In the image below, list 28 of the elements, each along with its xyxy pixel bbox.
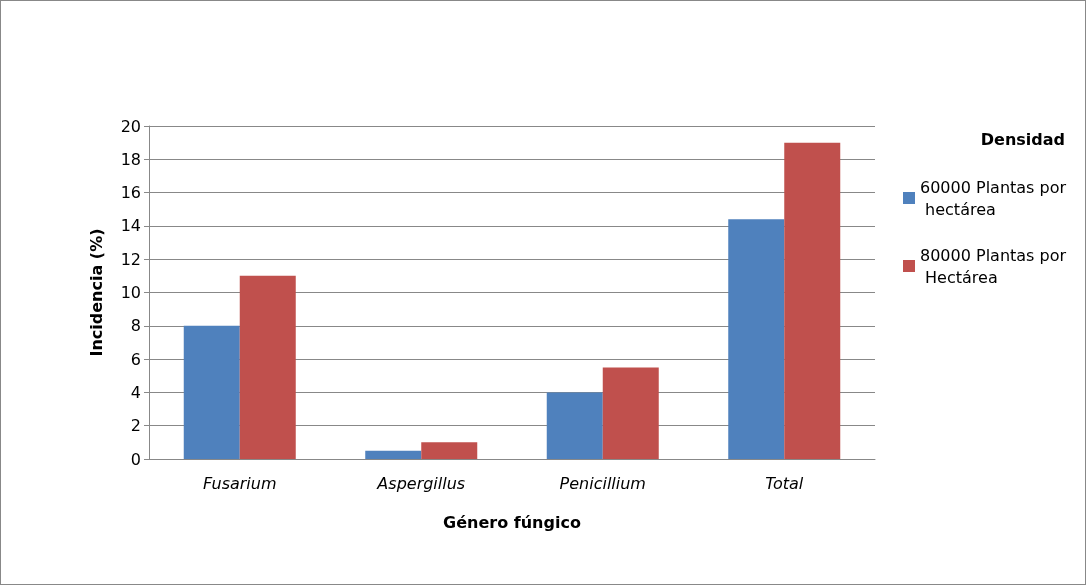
bar xyxy=(183,325,240,459)
y-tick-label: 12 xyxy=(120,249,141,269)
bar xyxy=(728,219,785,459)
y-tick-label: 2 xyxy=(130,416,141,436)
legend-title: Densidad xyxy=(980,129,1065,149)
y-axis-title: Incidencia (%) xyxy=(86,228,106,357)
y-tick-label: 18 xyxy=(120,149,141,169)
y-tick-label: 10 xyxy=(120,283,141,302)
bar xyxy=(546,392,603,459)
y-tick-label: 4 xyxy=(130,382,141,402)
bar xyxy=(784,142,841,459)
y-tick-label: 20 xyxy=(120,116,141,136)
x-tick-label: Fusarium xyxy=(202,473,277,493)
legend-label: 60000 Plantas por hectárea xyxy=(920,177,1067,219)
y-tick-label: 6 xyxy=(130,349,141,369)
y-tick-label: 16 xyxy=(120,183,141,203)
x-tick-label: Aspergillus xyxy=(376,473,466,493)
x-tick-label: Total xyxy=(765,473,804,493)
y-tick-label: 8 xyxy=(130,316,141,336)
y-tick-label: 0 xyxy=(130,449,141,469)
bar xyxy=(365,450,422,459)
bar xyxy=(239,275,296,459)
legend-label: 80000 Plantas por Hectárea xyxy=(920,245,1067,287)
x-axis-title: Género fúngico xyxy=(443,512,581,532)
y-tick-label: 14 xyxy=(120,216,141,236)
x-tick-label: Penicillium xyxy=(559,473,646,493)
bar xyxy=(421,442,478,459)
bar xyxy=(602,367,659,459)
